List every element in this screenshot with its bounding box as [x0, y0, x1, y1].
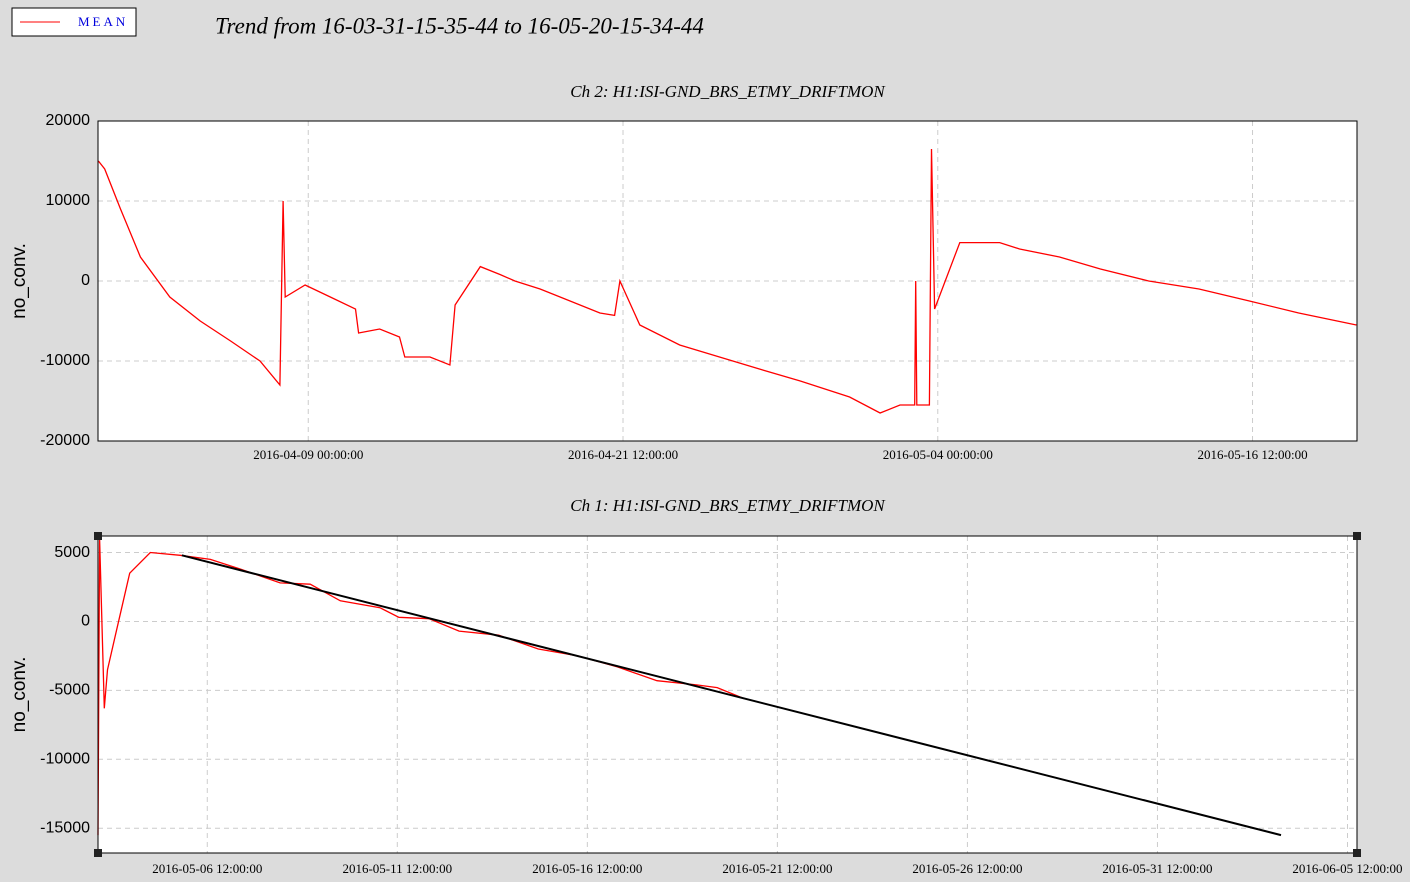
y-tick-label: 0	[81, 272, 90, 289]
y-tick-label: 10000	[46, 192, 91, 209]
corner-handle	[94, 532, 102, 540]
x-tick-label: 2016-05-11 12:00:00	[342, 861, 452, 876]
x-tick-label: 2016-05-16 12:00:00	[1197, 447, 1307, 462]
y-tick-label: -10000	[40, 750, 90, 767]
x-tick-label: 2016-05-06 12:00:00	[152, 861, 262, 876]
y-tick-label: -20000	[40, 432, 90, 449]
x-tick-label: 2016-05-21 12:00:00	[722, 861, 832, 876]
chart-title: Ch 2: H1:ISI-GND_BRS_ETMY_DRIFTMON	[570, 82, 886, 101]
y-axis-label: no_conv.	[9, 657, 30, 733]
legend: MEAN	[11, 7, 137, 37]
y-tick-label: -10000	[40, 352, 90, 369]
x-tick-label: 2016-04-09 00:00:00	[253, 447, 363, 462]
plot-frame	[97, 120, 1358, 442]
plot-area	[98, 121, 1357, 441]
x-tick-label: 2016-05-26 12:00:00	[912, 861, 1022, 876]
corner-handle	[94, 849, 102, 857]
x-tick-label: 2016-05-31 12:00:00	[1102, 861, 1212, 876]
y-tick-label: 20000	[46, 112, 91, 129]
y-tick-label: 0	[81, 613, 90, 630]
page-title: Trend from 16-03-31-15-35-44 to 16-05-20…	[215, 13, 704, 38]
y-tick-label: -5000	[49, 682, 90, 699]
y-tick-label: -15000	[40, 819, 90, 836]
y-axis-label: no_conv.	[9, 243, 30, 319]
y-tick-label: 5000	[54, 544, 90, 561]
corner-handle	[1353, 532, 1361, 540]
x-tick-label: 2016-05-04 00:00:00	[883, 447, 993, 462]
data-line	[97, 148, 1357, 414]
chart-title: Ch 1: H1:ISI-GND_BRS_ETMY_DRIFTMON	[570, 496, 886, 515]
x-tick-label: 2016-04-21 12:00:00	[568, 447, 678, 462]
legend-label: MEAN	[78, 14, 128, 29]
data-line	[181, 554, 1282, 837]
x-tick-label: 2016-05-16 12:00:00	[532, 861, 642, 876]
corner-handle	[1353, 849, 1361, 857]
plot-frame	[97, 535, 1358, 854]
x-tick-label: 2016-06-05 12:00:00	[1292, 861, 1402, 876]
